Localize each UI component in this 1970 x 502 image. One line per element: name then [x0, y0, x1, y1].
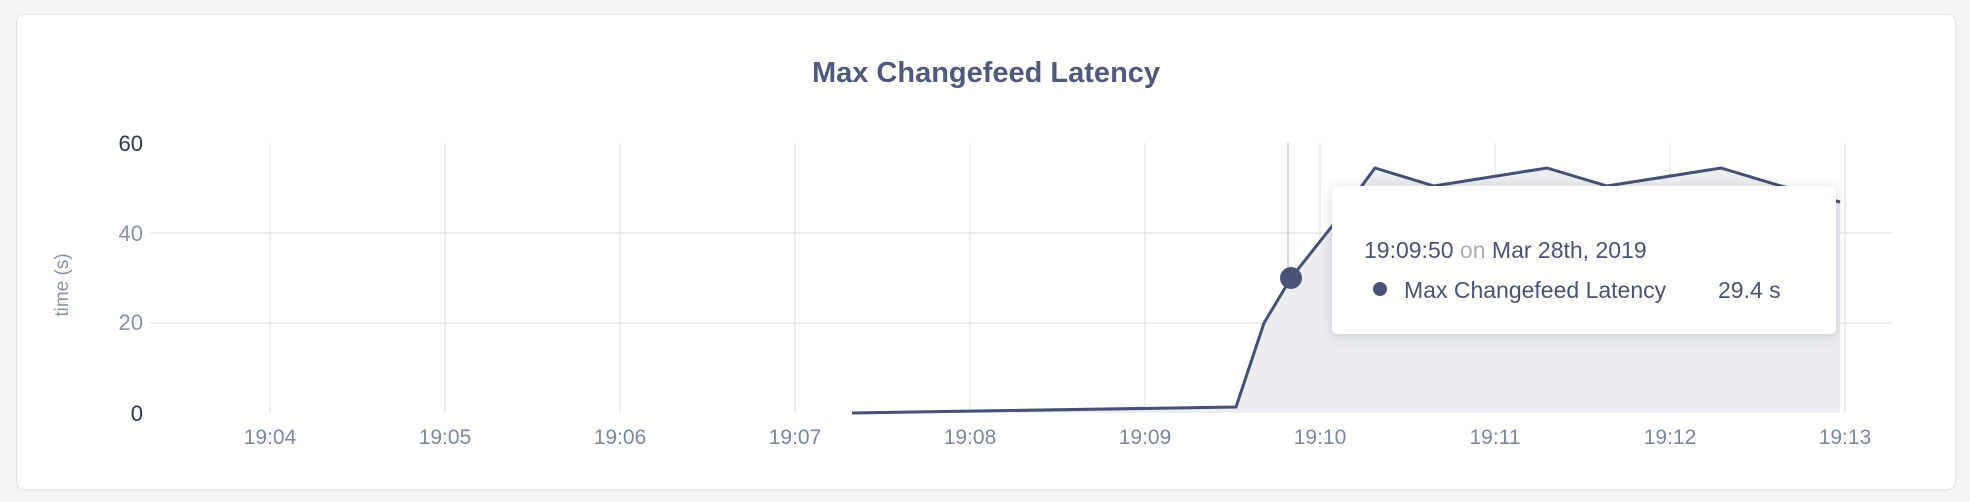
svg-text:19:13: 19:13 — [1819, 426, 1872, 449]
svg-text:Max Changefeed Latency: Max Changefeed Latency — [1404, 277, 1667, 303]
svg-text:19:08: 19:08 — [944, 426, 997, 449]
svg-text:19:11: 19:11 — [1470, 426, 1521, 449]
svg-text:19:09: 19:09 — [1119, 426, 1172, 449]
svg-text:19:07: 19:07 — [769, 426, 822, 449]
svg-text:19:12: 19:12 — [1644, 426, 1697, 449]
svg-text:19:10: 19:10 — [1294, 426, 1347, 449]
svg-text:19:05: 19:05 — [419, 426, 472, 449]
svg-text:0: 0 — [131, 401, 143, 426]
svg-text:19:09:50 on Mar 28th, 2019: 19:09:50 on Mar 28th, 2019 — [1364, 237, 1647, 263]
svg-text:60: 60 — [119, 131, 143, 156]
svg-text:29.4 s: 29.4 s — [1718, 277, 1781, 303]
svg-text:40: 40 — [119, 221, 143, 246]
svg-text:19:06: 19:06 — [594, 426, 647, 449]
svg-text:20: 20 — [119, 310, 143, 335]
svg-text:time (s): time (s) — [52, 253, 73, 316]
svg-text:19:04: 19:04 — [244, 426, 297, 449]
